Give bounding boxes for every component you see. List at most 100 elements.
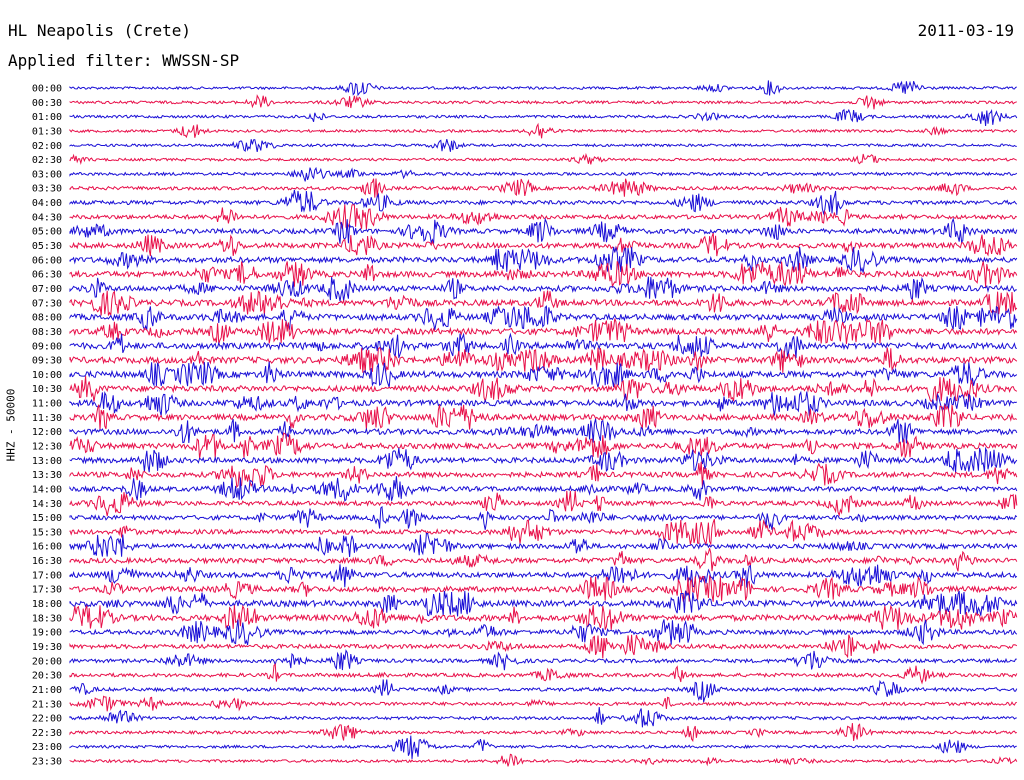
seismic-trace-red	[69, 204, 1018, 230]
row-time-label: 16:30	[32, 556, 62, 567]
row-time-label: 15:30	[32, 527, 62, 538]
seismic-trace-blue	[69, 590, 1018, 617]
row-time-label: 22:30	[32, 728, 62, 739]
row-time-label: 10:30	[32, 384, 62, 395]
row-time-label: 03:00	[32, 169, 62, 180]
seismic-trace-red	[69, 233, 1018, 257]
seismic-trace-red	[69, 604, 1018, 630]
seismic-trace-blue	[69, 305, 1018, 331]
seismic-trace-blue	[69, 735, 1017, 759]
row-time-label: 08:30	[32, 327, 62, 338]
row-time-label: 19:30	[32, 642, 62, 653]
seismic-trace-blue	[69, 619, 1018, 646]
row-time-label: 00:30	[32, 98, 62, 109]
seismic-trace-red	[69, 122, 1017, 139]
seismic-trace-red	[69, 261, 1018, 289]
row-time-label: 18:30	[32, 613, 62, 624]
row-time-label: 07:00	[32, 284, 62, 295]
row-time-label: 15:00	[32, 513, 62, 524]
row-time-label: 03:30	[32, 184, 62, 195]
seismic-trace-red	[69, 404, 1018, 430]
seismic-trace-blue	[69, 108, 1018, 126]
row-time-label: 12:30	[32, 442, 62, 453]
station-title: HL Neapolis (Crete)	[8, 21, 192, 40]
seismic-trace-blue	[69, 564, 1018, 588]
row-time-label: 04:00	[32, 198, 62, 209]
row-time-label: 01:30	[32, 126, 62, 137]
row-time-label: 21:30	[32, 699, 62, 710]
row-time-label: 17:30	[32, 585, 62, 596]
seismic-trace-red	[69, 518, 1018, 547]
row-time-label: 12:00	[32, 427, 62, 438]
seismic-trace-blue	[69, 649, 1017, 671]
row-time-label: 06:30	[32, 270, 62, 281]
seismic-trace-blue	[69, 166, 1018, 182]
row-time-label: 00:00	[32, 84, 62, 95]
row-time-label: 14:30	[32, 499, 62, 510]
row-time-label: 06:00	[32, 255, 62, 266]
row-time-label: 02:30	[32, 155, 62, 166]
row-time-label: 01:00	[32, 112, 62, 123]
row-time-label: 20:00	[32, 656, 62, 667]
row-time-label: 19:00	[32, 628, 62, 639]
seismic-trace-red	[69, 634, 1018, 659]
seismic-trace-red	[69, 753, 1018, 767]
row-time-label: 17:00	[32, 570, 62, 581]
seismic-trace-blue	[69, 138, 1017, 152]
seismic-trace-blue	[69, 533, 1018, 557]
seismic-trace-red	[69, 548, 1018, 572]
seismic-trace-red	[69, 178, 1018, 198]
row-time-label: 14:00	[32, 484, 62, 495]
seismic-trace-blue	[69, 679, 1018, 703]
seismic-trace-red	[69, 663, 1018, 685]
seismic-trace-blue	[69, 476, 1018, 502]
row-time-label: 20:30	[32, 671, 62, 682]
row-time-label: 02:00	[32, 141, 62, 152]
row-time-label: 09:00	[32, 341, 62, 352]
row-time-label: 11:00	[32, 399, 62, 410]
row-time-label: 13:30	[32, 470, 62, 481]
row-time-label: 22:00	[32, 714, 62, 725]
seismic-trace-blue	[69, 361, 1018, 388]
seismic-trace-blue	[69, 505, 1018, 530]
seismic-trace-red	[69, 723, 1018, 743]
seismic-trace-blue	[69, 390, 1017, 416]
seismic-trace-blue	[69, 418, 1018, 444]
row-time-label: 07:30	[32, 298, 62, 309]
row-time-label: 16:00	[32, 542, 62, 553]
row-time-label: 09:30	[32, 356, 62, 367]
row-time-label: 08:00	[32, 313, 62, 324]
seismic-trace-red	[69, 318, 1018, 345]
row-time-label: 23:00	[32, 742, 62, 753]
seismic-trace-blue	[69, 332, 1017, 359]
row-time-label: 10:00	[32, 370, 62, 381]
seismic-trace-red	[69, 152, 1017, 166]
seismic-trace-blue	[69, 189, 1018, 216]
seismic-trace-red	[69, 695, 1017, 712]
seismic-trace-blue	[69, 217, 1018, 245]
row-time-label: 18:00	[32, 599, 62, 610]
seismic-trace-blue	[69, 276, 1017, 302]
seismic-trace-blue	[69, 707, 1017, 728]
seismic-trace-red	[69, 432, 1018, 459]
date-label: 2011-03-19	[917, 21, 1014, 40]
filter-label: Applied filter: WWSSN-SP	[8, 51, 240, 70]
seismic-trace-blue	[69, 446, 1018, 473]
row-time-label: 11:30	[32, 413, 62, 424]
seismic-trace-blue	[69, 246, 1018, 273]
row-time-label: 05:00	[32, 227, 62, 238]
row-time-label: 21:00	[32, 685, 62, 696]
seismic-trace-red	[69, 346, 1018, 374]
seismic-trace-red	[69, 461, 1018, 489]
seismic-trace-red	[69, 490, 1018, 517]
row-time-label: 05:30	[32, 241, 62, 252]
seismic-trace-blue	[69, 80, 1017, 97]
row-time-label: 23:30	[32, 757, 62, 768]
row-time-label: 13:00	[32, 456, 62, 467]
seismic-trace-red	[69, 290, 1018, 317]
row-time-label: 04:30	[32, 212, 62, 223]
seismic-trace-red	[69, 574, 1018, 603]
seismic-trace-red	[69, 94, 1017, 110]
seismic-trace-red	[69, 375, 1018, 402]
